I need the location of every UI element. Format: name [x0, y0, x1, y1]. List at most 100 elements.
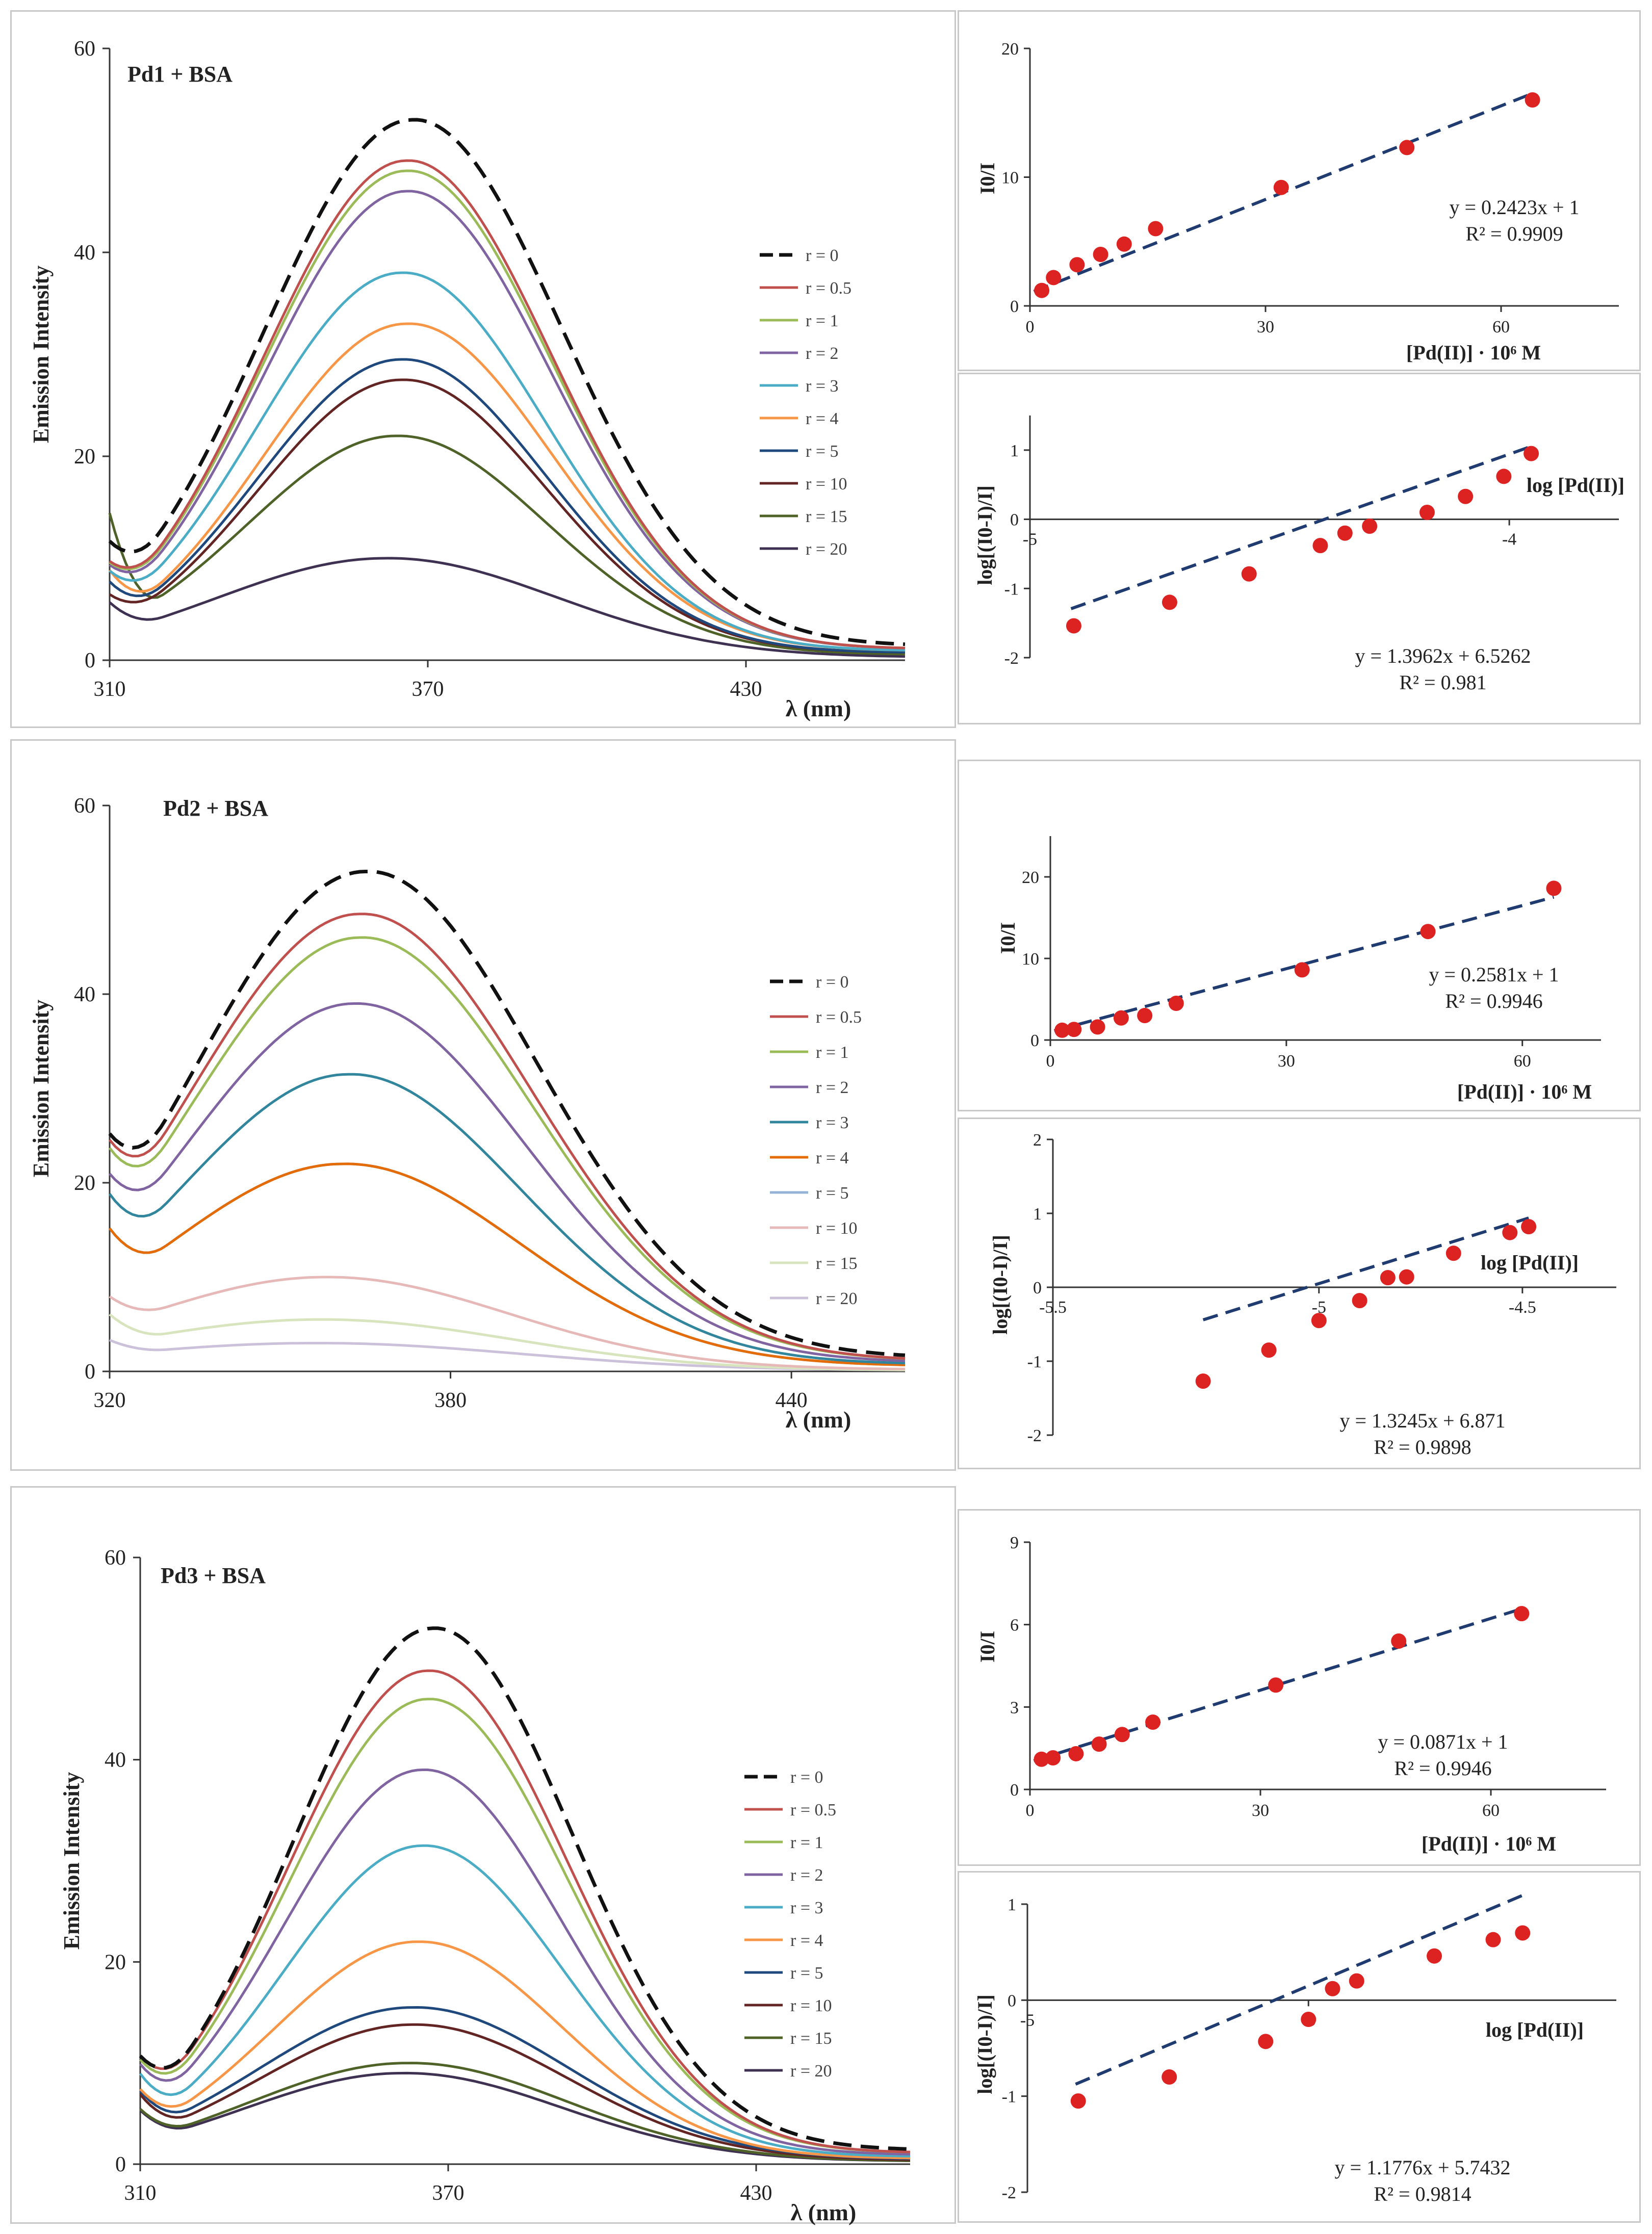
pd3-sv-point [1114, 1727, 1130, 1743]
pd2-emission-y-tick-label: 20 [74, 1172, 95, 1195]
pd3-emission-y-tick-label: 0 [115, 2153, 126, 2176]
pd1-emission-y-tick-label: 60 [74, 37, 95, 61]
pd1-emission-legend-label: r = 0.5 [806, 279, 851, 298]
pd1-sv-y-label: I0/I [976, 163, 999, 194]
pd2-dlog-point [1380, 1270, 1396, 1286]
pd1-emission-y-tick-label: 0 [85, 649, 95, 672]
pd3-emission-x-label: λ (nm) [791, 2199, 857, 2225]
pd1-dlog-y-tick-label: 1 [1010, 441, 1019, 460]
pd1-sv-point [1034, 282, 1050, 298]
pd1-sv-point [1148, 221, 1164, 237]
pd2-emission-legend-label: r = 10 [816, 1219, 858, 1238]
pd2-emission-y-tick-label: 40 [74, 983, 95, 1006]
pd1-sv-point [1399, 140, 1415, 155]
pd1-dlog-group: -2 -1 0 1 -5 -4 y = 1.3962x + 6.5262 R² = 0.981… [973, 415, 1624, 694]
pd2-emission-legend-label: r = 0 [816, 973, 849, 992]
pd2-dlog-y-label: log[(I0-I)/I] [989, 1235, 1012, 1335]
pd1-sv-x-tick-label: 0 [1026, 318, 1035, 336]
pd2-emission-y-tick-label: 0 [85, 1360, 95, 1384]
pd2-emission-series-2 [109, 936, 906, 1360]
pd3-dlog-point [1161, 2069, 1177, 2085]
pd2-dlog-panel [958, 1118, 1641, 1469]
pd2-dlog-equation: y = 1.3245x + 6.871 [1339, 1409, 1505, 1432]
pd2-dlog-point [1195, 1373, 1211, 1389]
pd1-dlog-point [1362, 518, 1378, 534]
pd2-dlog-y-tick-label: -2 [1027, 1426, 1042, 1445]
pd3-dlog-equation: y = 1.1776x + 5.7432 [1334, 2156, 1510, 2179]
pd3-emission-legend-label: r = 0 [790, 1768, 823, 1787]
pd3-sv-x-tick-label: 30 [1252, 1801, 1269, 1820]
pd2-sv-point [1054, 1022, 1070, 1038]
pd2-emission-legend-label: r = 20 [816, 1289, 858, 1308]
pd2-emission-legend-label: r = 0.5 [816, 1008, 862, 1027]
pd1-sv-x-tick-label: 60 [1492, 318, 1510, 336]
pd2-emission-legend-label: r = 15 [816, 1254, 858, 1273]
pd1-sv-point [1093, 247, 1108, 262]
pd3-sv-x-label: [Pd(II)] · 10⁶ M [1422, 1832, 1556, 1855]
pd3-emission-legend-label: r = 15 [790, 2029, 832, 2048]
pd2-sv-point [1546, 880, 1562, 896]
pd3-sv-point [1091, 1736, 1107, 1752]
pd1-dlog-y-tick-label: 0 [1010, 511, 1019, 530]
pd1-dlog-point [1419, 505, 1435, 520]
pd3-dlog-point [1070, 2093, 1086, 2109]
pd2-emission-series-4 [109, 1073, 906, 1365]
pd1-sv-point [1046, 270, 1062, 285]
pd2-emission-series-5 [109, 1162, 906, 1366]
pd2-dlog-point [1311, 1313, 1327, 1329]
pd2-dlog-y-tick-label: -1 [1027, 1353, 1042, 1371]
pd2-emission-legend-label: r = 2 [816, 1078, 849, 1097]
pd1-emission-legend-label: r = 0 [806, 246, 839, 265]
pd2-sv-x-label: [Pd(II)] · 10⁶ M [1457, 1080, 1592, 1103]
pd3-emission-legend-label: r = 2 [790, 1866, 823, 1885]
pd3-emission-legend-label: r = 4 [790, 1931, 823, 1950]
pd1-emission-x-label: λ (nm) [786, 695, 851, 721]
pd1-emission-legend-label: r = 20 [806, 540, 847, 559]
pd3-dlog-x-tick-label: -5 [1020, 2011, 1035, 2030]
pd2-dlog-point [1521, 1219, 1537, 1235]
pd3-dlog-point [1515, 1925, 1531, 1941]
pd2-sv-point [1137, 1008, 1153, 1023]
pd1-emission-panel [10, 10, 956, 728]
pd3-dlog-r2: R² = 0.9814 [1374, 2183, 1471, 2205]
pd3-sv-point [1145, 1714, 1161, 1730]
pd2-dlog-x-tick-label: -4.5 [1509, 1298, 1536, 1317]
pd2-dlog-x-label: log [Pd(II)] [1481, 1251, 1579, 1274]
pd3-sv-y-tick-label: 0 [1010, 1781, 1019, 1800]
pd1-sv-y-tick-label: 10 [1001, 169, 1019, 188]
pd2-dlog-y-tick-label: 0 [1033, 1279, 1042, 1297]
pd2-sv-y-label: I0/I [996, 922, 1019, 954]
pd2-sv-x-tick-label: 60 [1514, 1052, 1531, 1071]
pd2-sv-x-tick-label: 0 [1046, 1052, 1055, 1071]
pd2-emission-series-0 [108, 869, 906, 1357]
pd1-emission-series-0 [108, 118, 906, 646]
pd3-emission-legend-label: r = 20 [790, 2062, 832, 2081]
pd2-sv-point [1168, 996, 1184, 1011]
pd3-dlog-fit-line [1075, 1893, 1524, 2086]
pd3-dlog-y-tick-label: 0 [1008, 1991, 1016, 2010]
pd2-sv-group: 0 10 20 0 30 60 y = 0.2581x + 1 R² = 0.9946 [Pd(… [996, 836, 1601, 1103]
pd2-dlog-fit-line [1202, 1216, 1530, 1321]
pd1-emission-series-6 [109, 358, 906, 654]
pd1-emission-series-1 [109, 159, 906, 650]
pd2-sv-point [1066, 1022, 1082, 1037]
pd1-emission-legend-label: r = 15 [806, 507, 847, 526]
pd2-sv-y-tick-label: 0 [1030, 1031, 1039, 1050]
pd2-sv-r2: R² = 0.9946 [1445, 990, 1542, 1012]
pd2-sv-panel [958, 760, 1641, 1111]
pd2-dlog-point [1399, 1269, 1414, 1285]
pd1-emission-legend-label: r = 5 [806, 442, 839, 461]
pd2-sv-y-tick-label: 10 [1022, 950, 1039, 969]
pd3-sv-point [1034, 1751, 1049, 1767]
pd2-emission-y-tick-label: 60 [74, 794, 95, 818]
pd3-dlog-x-label: log [Pd(II)] [1486, 2018, 1584, 2041]
pd1-sv-group: 0 10 20 0 30 60 y = 0.2423x + 1 R² = 0.9909 [Pd(… [976, 40, 1619, 364]
pd3-dlog-point [1485, 1932, 1501, 1947]
pd3-sv-y-tick-label: 6 [1010, 1616, 1019, 1635]
pd3-sv-point [1268, 1677, 1284, 1693]
pd1-dlog-x-tick-label: -5 [1023, 530, 1037, 549]
pd1-emission-series-8 [108, 434, 906, 656]
pd1-dlog-y-label: log[(I0-I)/I] [973, 485, 996, 585]
pd2-sv-x-tick-label: 30 [1278, 1052, 1295, 1071]
